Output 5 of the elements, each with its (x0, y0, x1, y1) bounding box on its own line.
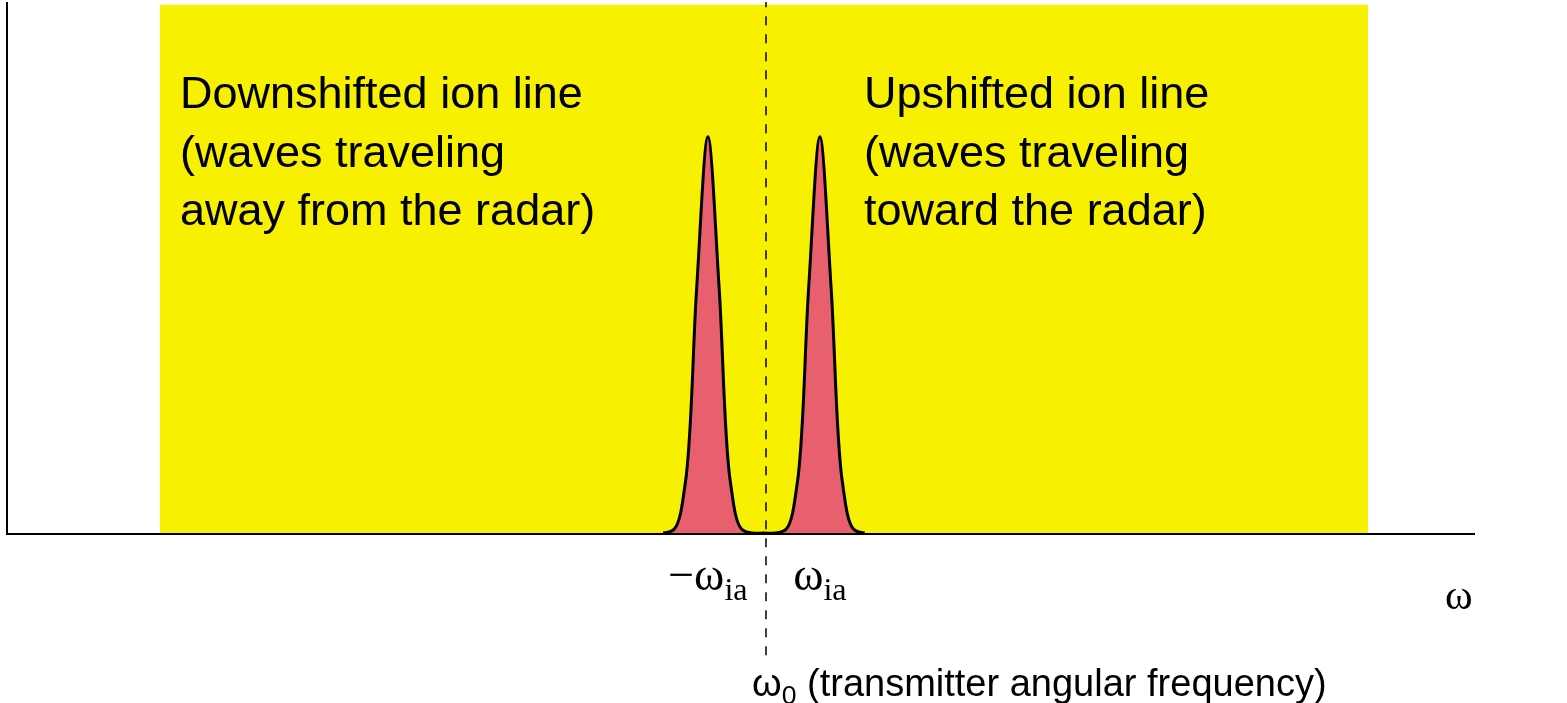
x-tick-label: ω$_{ia}$ (793, 548, 847, 607)
annotation: Upshifted ion line (waves traveling toward the radar) (864, 67, 1210, 235)
x-tick-label: −ω$_{ia}$ (668, 548, 748, 607)
x-axis-title: ω (1445, 572, 1473, 618)
annotation: Downshifted ion line (waves traveling away from the radar) (180, 67, 596, 235)
